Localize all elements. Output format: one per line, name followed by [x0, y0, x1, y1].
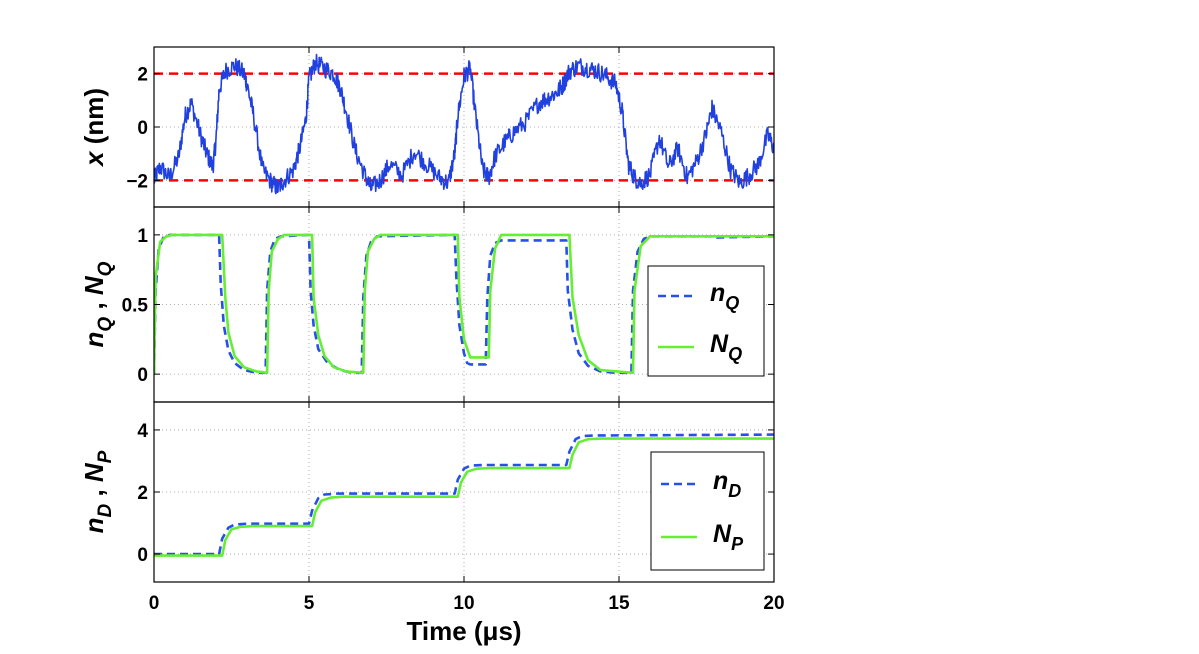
- legend: nQ NQ: [647, 265, 765, 377]
- x-tick-label: 5: [304, 593, 315, 614]
- x-tick-label: 10: [453, 593, 474, 614]
- y-tick-label: 0: [137, 545, 148, 566]
- y-tick-label: 0: [137, 118, 148, 139]
- y-axis-label: nQ , NQ: [79, 261, 116, 347]
- y-tick-label: 0: [137, 365, 148, 386]
- y-axis-label: nD , NP: [79, 450, 116, 533]
- legend: nD NP: [650, 451, 765, 571]
- y-axis-label: x (nm): [79, 88, 109, 168]
- panel-counts: 0 2 4 0 5 10 15 20 nD , NP nD NP: [79, 401, 785, 614]
- legend-label: NQ: [710, 330, 742, 364]
- legend-label: nQ: [710, 279, 739, 313]
- y-tick-label: 4: [137, 421, 148, 442]
- series-line-NP: [154, 437, 774, 557]
- y-tick-label: 0.5: [122, 296, 149, 317]
- series-line-NQ: [154, 233, 774, 375]
- legend-label: NP: [713, 520, 744, 554]
- panel-position: −2 0 2 x (nm): [79, 46, 775, 208]
- y-tick-label: 1: [137, 226, 148, 247]
- y-tick-label: 2: [137, 65, 148, 86]
- x-tick-label: 15: [608, 593, 630, 614]
- x-axis-label: Time (μs): [406, 616, 521, 646]
- series-line-nQ: [154, 233, 774, 375]
- x-tick-label: 20: [763, 593, 784, 614]
- y-tick-label: 2: [137, 483, 148, 504]
- panel-occupancy: 0 0.5 1 nQ , NQ nQ NQ: [79, 206, 775, 403]
- series-line-x: [154, 53, 774, 195]
- x-tick-label: 0: [149, 593, 160, 614]
- series-line-nD: [154, 433, 774, 556]
- y-tick-label: −2: [126, 171, 148, 192]
- legend-label: nD: [713, 467, 741, 501]
